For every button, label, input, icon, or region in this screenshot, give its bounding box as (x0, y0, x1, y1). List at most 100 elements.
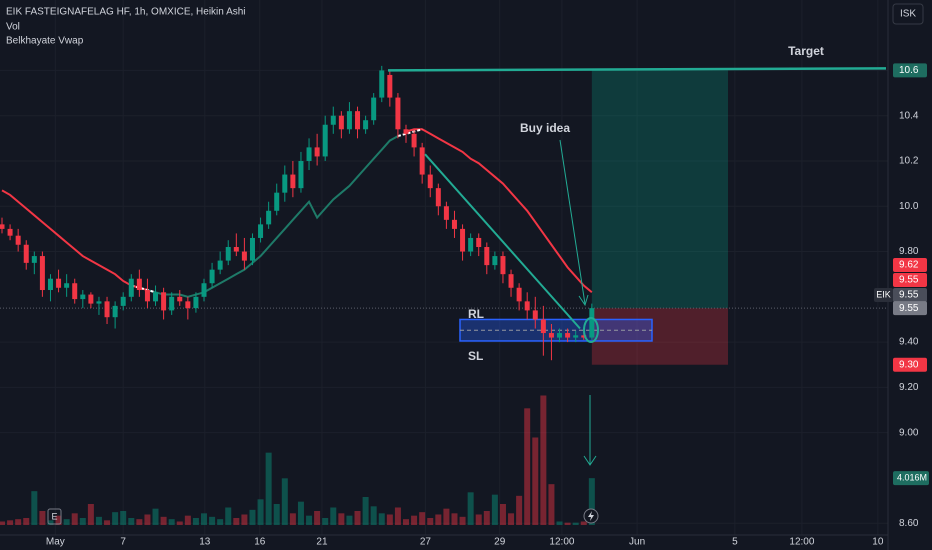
candle-body (532, 310, 538, 320)
volume-bar (79, 518, 86, 525)
rl-label: RL (468, 307, 484, 321)
volume-bar (144, 514, 151, 525)
candle-body (451, 219, 457, 229)
x-tick-label: 16 (254, 537, 266, 548)
vwap-line (1, 128, 593, 294)
volume-bar (281, 478, 288, 525)
x-tick-label: 12:00 (789, 537, 814, 548)
candle-body (88, 294, 94, 304)
y-tick-label: 10.0 (899, 201, 919, 212)
candle-body (314, 147, 320, 157)
candle-body (379, 70, 385, 98)
candle-body (492, 256, 498, 266)
candle-body (120, 296, 126, 306)
volume-bar (63, 519, 70, 525)
plot: Target Buy idea RL SL (0, 44, 888, 525)
volume-bar (499, 504, 506, 525)
volume-bar (0, 521, 5, 525)
x-tick-label: 27 (420, 537, 432, 548)
volume-bar (176, 521, 183, 525)
candle-body (387, 74, 393, 98)
volume-bar (297, 501, 304, 525)
candle-body (290, 174, 296, 189)
volume-bar (160, 516, 167, 525)
volume-bar (475, 514, 482, 525)
candle-body (153, 292, 159, 302)
volume-bar (257, 499, 264, 525)
volume-bar (71, 513, 78, 525)
volume-bar (508, 513, 515, 525)
indicator-label: Belkhayate Vwap (6, 36, 84, 47)
volume-bar (516, 495, 523, 525)
volume-bar (225, 507, 232, 525)
buy-arrow-head (578, 294, 589, 307)
currency[interactable]: ISK (900, 9, 916, 20)
candle-body (96, 301, 102, 304)
candle-body (371, 97, 377, 121)
earnings-icon-glyph[interactable]: E (51, 511, 57, 521)
x-tick-label: 7 (120, 537, 126, 548)
candle-body (346, 111, 352, 130)
candle-body (7, 228, 13, 236)
indicator-label: Vol (6, 22, 20, 33)
volume-bar (451, 513, 458, 525)
y-tick-label: 9.20 (899, 382, 919, 393)
x-tick-label: 10 (872, 537, 884, 548)
candle-body (104, 301, 110, 318)
vwap-line (147, 135, 399, 298)
vwap-join (397, 128, 423, 138)
volume-bar (556, 521, 563, 525)
x-tick-label: 13 (199, 537, 211, 548)
volume-bar (23, 518, 30, 525)
volume-bar (483, 511, 490, 525)
price-tag-label: 10.6 (899, 65, 919, 76)
volume-bar (120, 511, 127, 525)
volume-bar (491, 494, 498, 525)
volume-bar (386, 514, 393, 525)
y-tick-label: 9.40 (899, 337, 919, 348)
candle-body (209, 269, 215, 284)
y-tick-label: 8.60 (899, 518, 919, 529)
volume-bar (55, 515, 62, 525)
volume-bar (572, 522, 579, 525)
candle-body (330, 115, 336, 125)
volume-bar (443, 508, 450, 525)
y-tick-label: 10.2 (899, 156, 919, 167)
candle-body (193, 296, 199, 309)
candle-body (355, 111, 361, 130)
candle-body (23, 244, 29, 263)
volume-arrow-head (583, 455, 597, 466)
volume-bar (217, 519, 224, 525)
volume-bar (273, 504, 280, 525)
candle-body (363, 120, 369, 130)
volume-bar (322, 518, 329, 525)
candle-body (169, 296, 175, 311)
volume-bar (87, 504, 94, 525)
currency-box[interactable] (892, 3, 924, 25)
volume-bar (548, 484, 555, 525)
earnings-icon[interactable] (47, 508, 62, 525)
trend-line (424, 153, 581, 330)
candle-body (557, 333, 563, 338)
candle-body (589, 308, 595, 338)
candle-body (468, 237, 474, 252)
volume-bar (168, 519, 175, 525)
volume-bar (588, 478, 595, 525)
candle-body (185, 301, 191, 309)
volume-bar (289, 513, 296, 525)
price-tag (893, 301, 927, 316)
dividend-icon-glyph (588, 511, 594, 521)
candle-body (56, 278, 62, 288)
candle-body (47, 278, 53, 291)
price-tag (893, 288, 927, 302)
candle-body (338, 115, 344, 130)
volume-bar (435, 514, 442, 525)
volume-bar (306, 515, 313, 525)
buy-label: Buy idea (520, 121, 570, 135)
candle-body (322, 124, 328, 157)
volume-bar (31, 491, 38, 525)
volume-bar (403, 519, 409, 525)
volume-bar (209, 516, 216, 525)
price-tag-label: 9.55 (899, 275, 919, 286)
